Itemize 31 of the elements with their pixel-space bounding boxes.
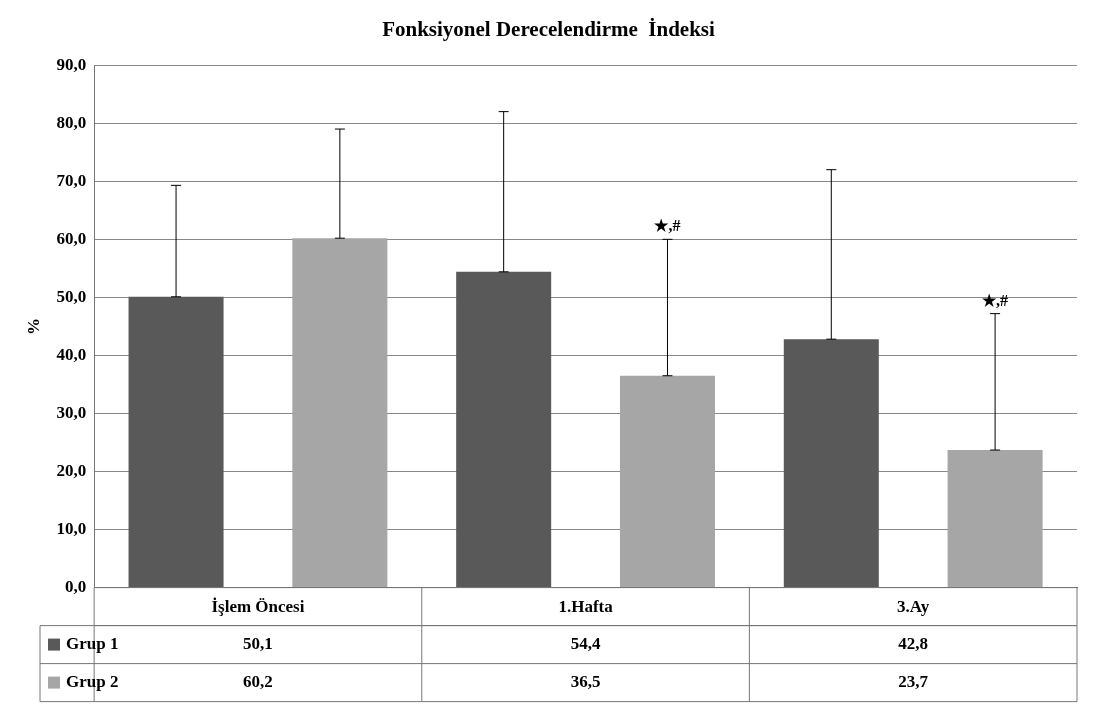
y-tick-label: 0,0 xyxy=(64,576,87,596)
y-tick-label: 10,0 xyxy=(56,518,87,538)
legend-label: Grup 1 xyxy=(66,633,119,653)
x-tick-label: 1.Hafta xyxy=(558,597,614,617)
y-tick-label: 90,0 xyxy=(56,54,87,74)
y-tick-label: 40,0 xyxy=(56,344,87,364)
bar xyxy=(456,271,552,588)
x-tick-label: İşlem Öncesi xyxy=(211,597,305,617)
data-label: 36,5 xyxy=(570,671,601,691)
data-label: 54,4 xyxy=(570,633,601,653)
y-tick-label: 60,0 xyxy=(56,228,87,248)
y-tick-label: 50,0 xyxy=(56,286,87,306)
y-tick-label: 20,0 xyxy=(56,460,87,480)
y-tick-label: 80,0 xyxy=(56,112,87,132)
data-label: 50,1 xyxy=(243,633,273,653)
legend-label: Grup 2 xyxy=(66,671,119,691)
annotation: ★,# xyxy=(982,291,1009,309)
bar xyxy=(783,339,879,588)
chart-title: Fonksiyonel Derecelendirme İndeksi xyxy=(382,17,715,42)
bar xyxy=(292,238,388,588)
annotation: ★,# xyxy=(654,217,681,235)
data-label: 42,8 xyxy=(898,633,929,653)
bar xyxy=(128,296,224,588)
bar xyxy=(619,375,715,588)
data-label: 23,7 xyxy=(898,671,929,691)
y-tick-label: 70,0 xyxy=(56,170,87,190)
y-tick-label: 30,0 xyxy=(56,402,87,422)
x-tick-label: 3.Ay xyxy=(897,597,930,617)
data-label: 60,2 xyxy=(243,671,273,691)
bar xyxy=(947,450,1043,588)
y-axis-title: % xyxy=(23,317,43,335)
